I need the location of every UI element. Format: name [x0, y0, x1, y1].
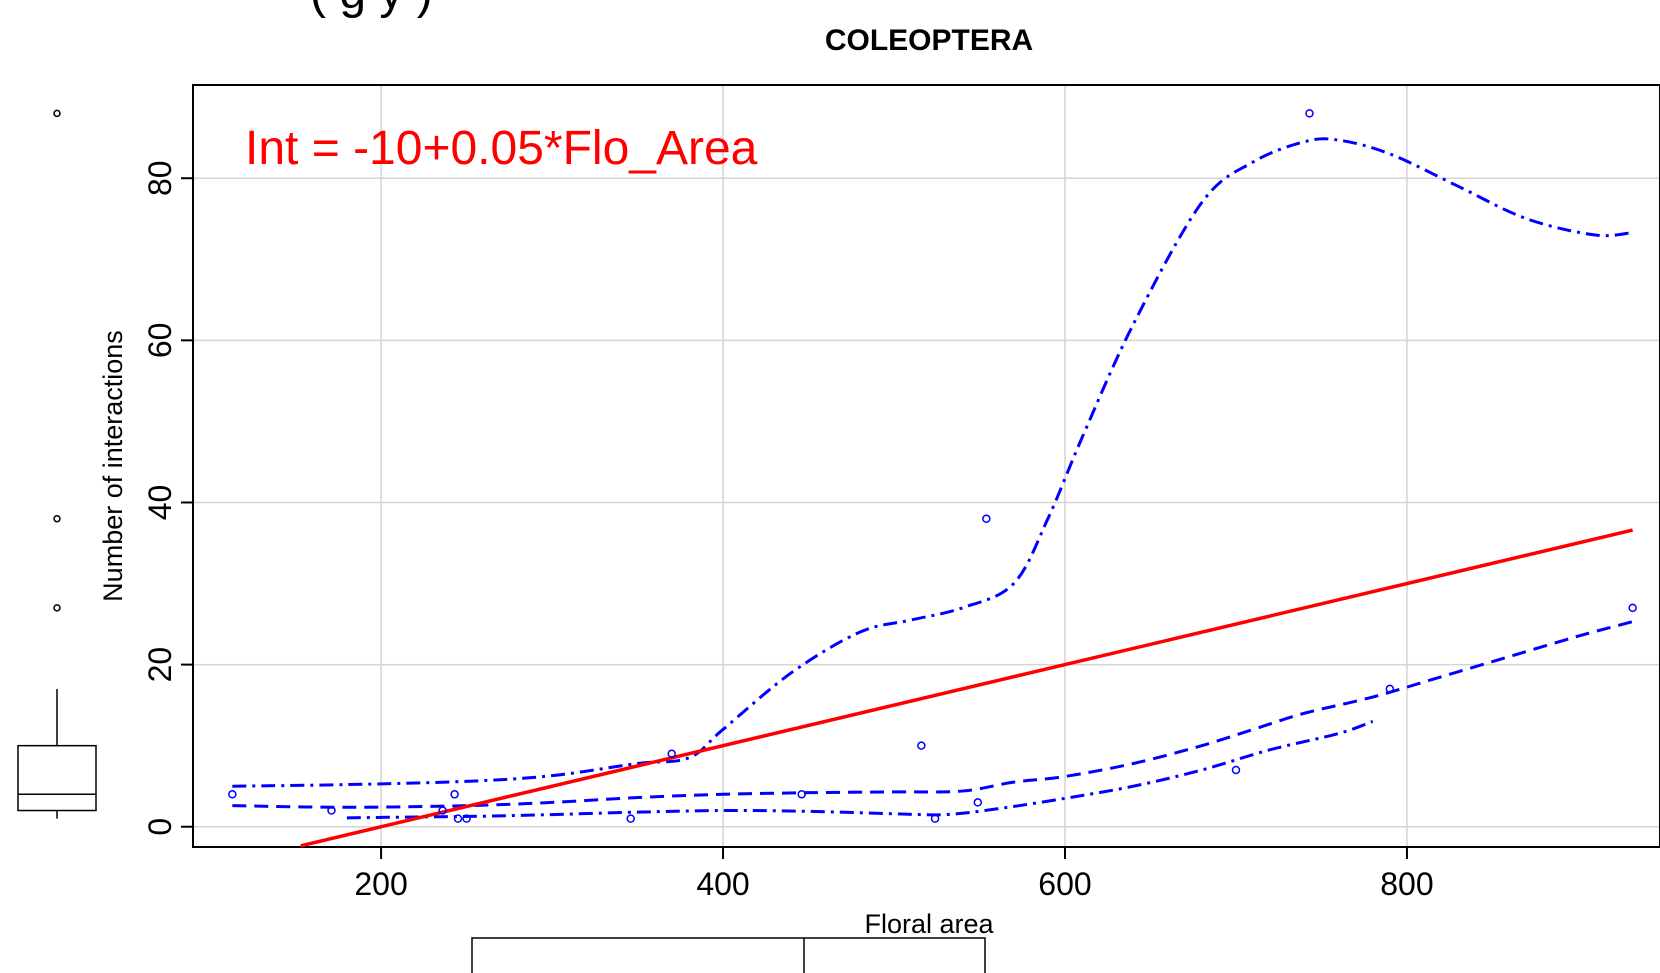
data-point	[1305, 109, 1314, 118]
cropped-header-text: ( g y )	[310, 0, 433, 19]
chart-title: COLEOPTERA	[825, 24, 1033, 57]
y-tick-label: 20	[142, 647, 178, 683]
y-tick-label: 60	[142, 323, 178, 359]
data-point	[797, 790, 806, 799]
y-axis-label: Number of interactions	[98, 330, 128, 602]
smooth-curve-upper	[232, 137, 1633, 788]
x-tick-label: 200	[354, 866, 407, 902]
data-point	[930, 814, 940, 823]
boxplot	[17, 109, 97, 819]
data-point	[973, 798, 983, 807]
x-axis-label: Floral area	[864, 909, 994, 939]
regression-line-group	[300, 528, 1634, 848]
regression-line	[300, 528, 1634, 848]
data-point	[917, 741, 926, 750]
y-axis-ticks: 0 20 40 60 80	[142, 160, 193, 836]
data-point	[462, 814, 471, 823]
x-tick-label: 400	[696, 866, 749, 902]
y-tick-label: 40	[142, 485, 178, 521]
data-point	[438, 806, 447, 815]
boxplot-outlier	[53, 604, 61, 612]
scatter-points	[228, 109, 1637, 823]
data-point	[1385, 684, 1395, 694]
regression-equation: Int = -10+0.05*Flo_Area	[245, 122, 758, 175]
smooth-curve-lower	[346, 719, 1374, 820]
y-tick-label: 0	[142, 818, 178, 836]
data-point	[667, 749, 676, 759]
x-axis-ticks: 200 400 600 800	[354, 847, 1434, 902]
grid	[193, 85, 1660, 847]
x-tick-label: 600	[1038, 866, 1091, 902]
y-tick-label: 80	[142, 160, 178, 196]
data-point	[626, 814, 635, 823]
boxplot-box	[17, 744, 97, 812]
data-point	[450, 790, 459, 799]
data-point	[982, 514, 991, 523]
data-point	[327, 806, 336, 815]
boxplot-outlier	[53, 109, 61, 118]
plot-frame	[192, 84, 1660, 848]
data-point	[453, 814, 463, 823]
data-point	[1231, 765, 1241, 775]
x-tick-label: 800	[1380, 866, 1433, 902]
smooth-curves	[232, 137, 1634, 820]
bottom-box	[471, 937, 986, 973]
data-point	[1628, 603, 1637, 613]
smooth-curve-middle	[232, 620, 1634, 809]
data-point	[228, 790, 237, 799]
boxplot-outlier	[53, 514, 61, 523]
